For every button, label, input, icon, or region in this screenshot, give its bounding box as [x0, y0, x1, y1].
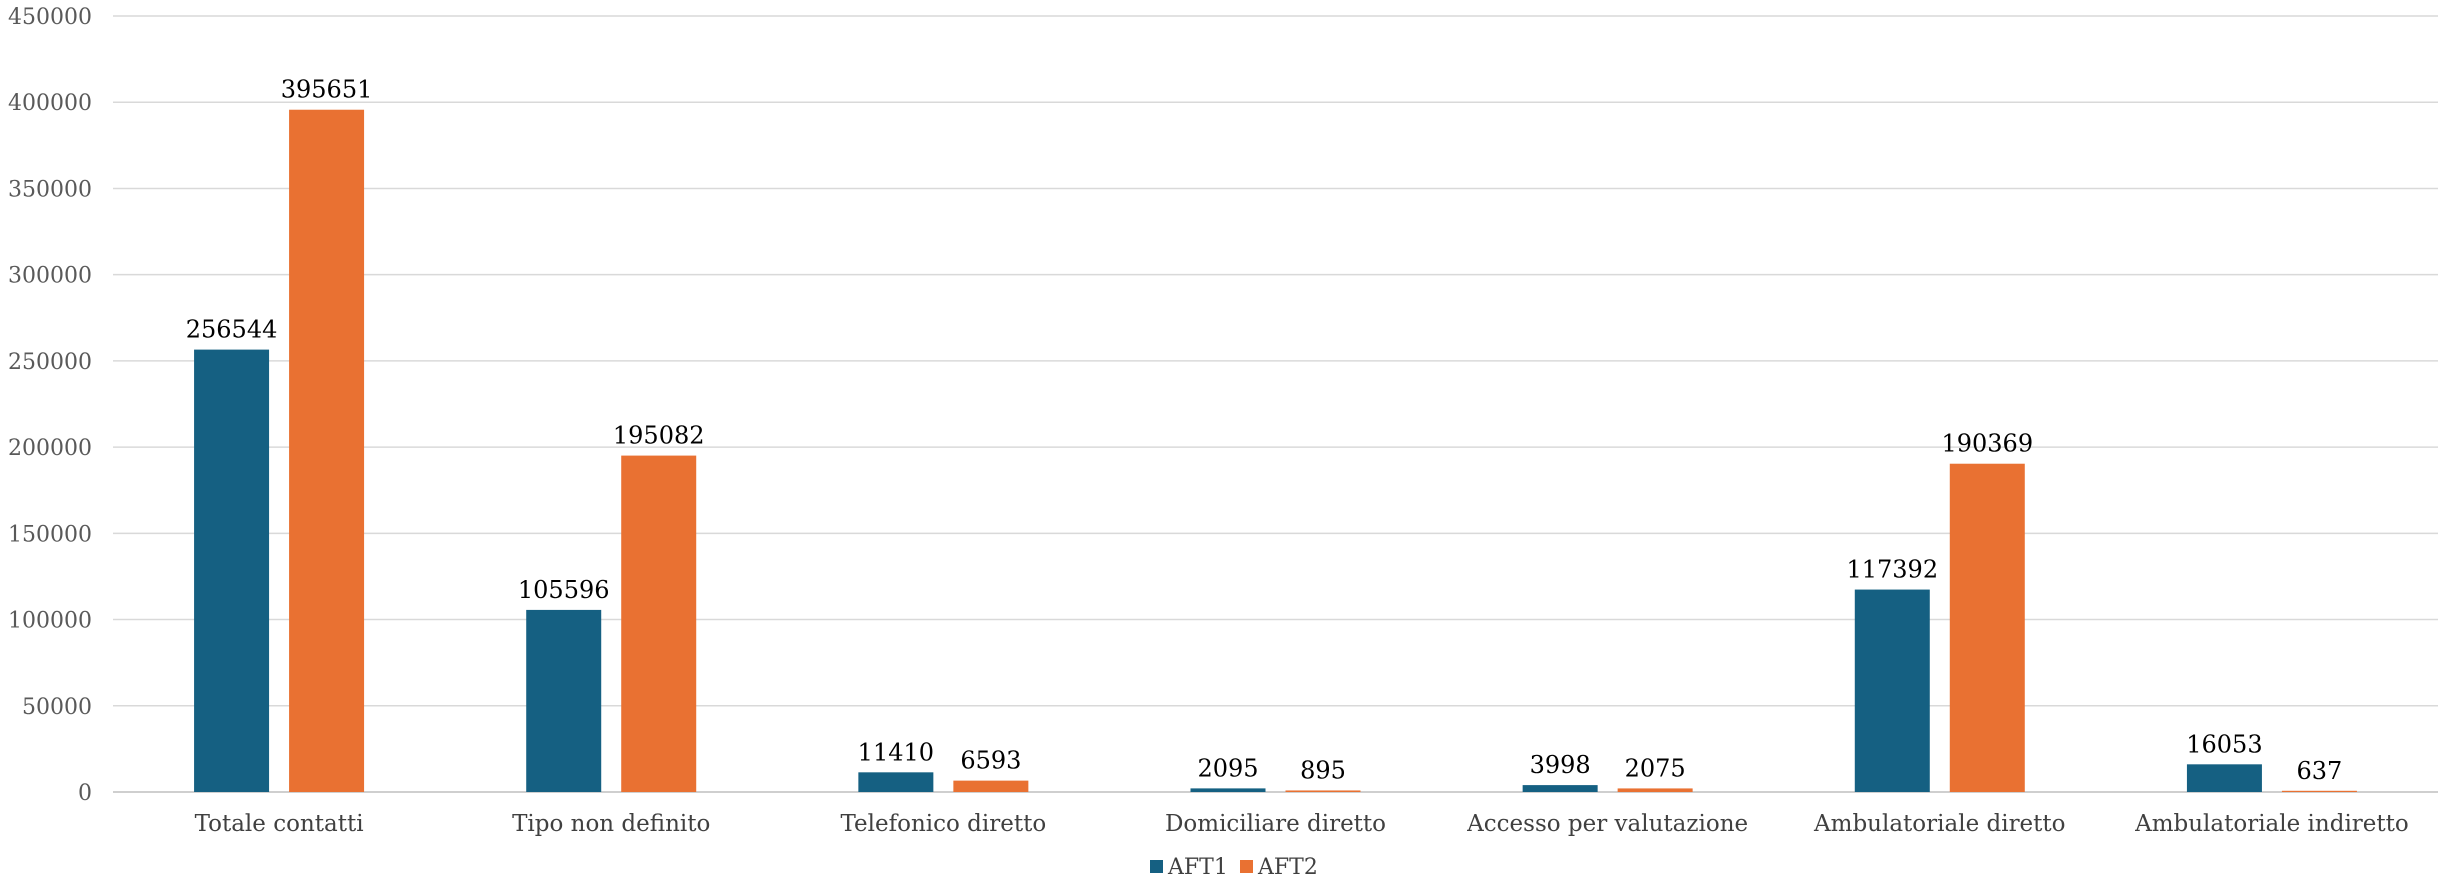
bar-aft2-1: [621, 455, 697, 792]
category-label: Accesso per valutazione: [1466, 811, 1748, 837]
bar-aft2-5: [1949, 463, 2025, 792]
gridlines: [113, 15, 2438, 793]
y-tick-label: 0: [78, 781, 92, 806]
bar-aft1-6: [2186, 764, 2262, 792]
data-label-aft1-6: 16053: [2186, 730, 2262, 758]
bar-aft1-4: [1522, 785, 1598, 792]
y-tick-label: 50000: [22, 695, 92, 720]
category-label: Totale contatti: [195, 811, 364, 837]
y-tick-label: 350000: [8, 177, 92, 202]
data-label-aft1-1: 105596: [518, 576, 610, 604]
category-labels: Totale contatti Tipo non definito Telefoni…: [195, 811, 2409, 837]
bar-aft2-0: [289, 109, 365, 793]
category-label: Telefonico diretto: [840, 811, 1046, 837]
data-label-aft2-0: 395651: [281, 76, 373, 104]
category-label: Ambulatoriale diretto: [1813, 811, 2065, 837]
y-tick-label: 200000: [8, 436, 92, 461]
bar-aft1-1: [526, 609, 602, 792]
bars: [194, 109, 2357, 793]
bar-aft1-5: [1854, 589, 1930, 792]
bar-aft2-4: [1617, 788, 1693, 792]
bar-aft1-0: [194, 349, 270, 792]
bar-aft1-3: [1190, 788, 1266, 792]
bar-aft2-6: [2281, 790, 2357, 792]
y-tick-label: 400000: [8, 91, 92, 116]
data-label-aft2-5: 190369: [1941, 430, 2033, 458]
category-label: Domiciliare diretto: [1165, 811, 1386, 837]
legend: AFT1 AFT2: [1150, 855, 1318, 880]
data-label-aft1-3: 2095: [1197, 754, 1258, 782]
bar-aft2-3: [1285, 790, 1361, 792]
category-label: Ambulatoriale indiretto: [2134, 811, 2409, 837]
y-tick-label: 100000: [8, 609, 92, 634]
y-axis-tick-labels: 0 50000 100000 150000 200000 250000 300000 3500…: [8, 5, 92, 806]
data-labels: 256544 395651 105596 195082 11410 6593 2095 895…: [186, 76, 2343, 785]
data-label-aft2-3: 895: [1300, 756, 1346, 784]
bar-aft1-2: [858, 772, 934, 792]
data-label-aft1-2: 11410: [858, 738, 934, 766]
category-label: Tipo non definito: [512, 811, 710, 837]
bar-aft2-2: [953, 780, 1029, 792]
y-tick-label: 300000: [8, 264, 92, 289]
data-label-aft2-4: 2075: [1625, 754, 1686, 782]
legend-label-aft2: AFT2: [1257, 855, 1318, 880]
data-label-aft2-2: 6593: [960, 747, 1021, 775]
data-label-aft1-5: 117392: [1846, 556, 1938, 584]
y-tick-label: 250000: [8, 350, 92, 375]
data-label-aft1-0: 256544: [186, 316, 278, 344]
data-label-aft2-6: 637: [2297, 757, 2343, 785]
legend-label-aft1: AFT1: [1167, 855, 1228, 880]
legend-swatch-aft2: [1240, 860, 1253, 873]
legend-swatch-aft1: [1150, 860, 1163, 873]
y-tick-label: 450000: [8, 5, 92, 30]
data-label-aft1-4: 3998: [1530, 751, 1591, 779]
y-tick-label: 150000: [8, 522, 92, 547]
data-label-aft2-1: 195082: [613, 422, 705, 450]
